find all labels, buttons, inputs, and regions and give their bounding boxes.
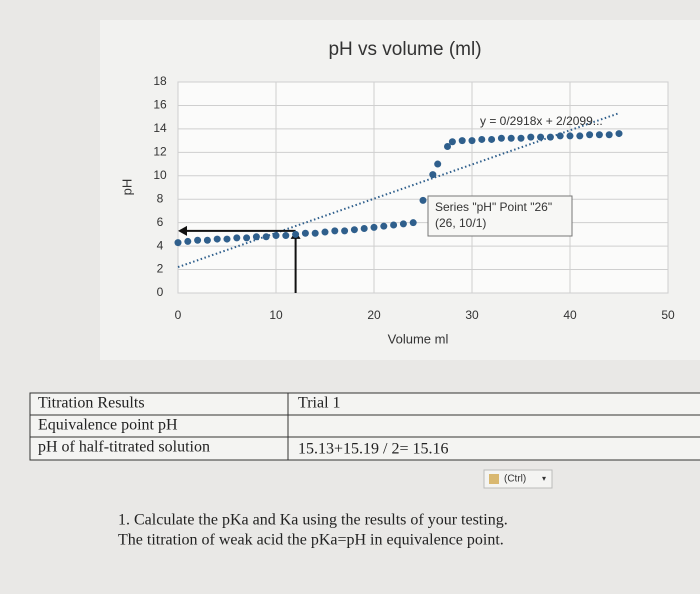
data-point	[203, 236, 211, 244]
data-point	[566, 132, 574, 140]
trendline-label: y = 0/2918x + 2/2099...	[480, 114, 603, 128]
data-point	[488, 135, 496, 143]
table-cell: 15.13+15.19 / 2= 15.16	[298, 441, 449, 458]
data-point	[390, 221, 398, 229]
y-axis-label: pH	[119, 179, 134, 196]
question-text: 1. Calculate the pKa and Ka using the re…	[118, 512, 508, 529]
data-point	[615, 130, 623, 138]
data-point	[194, 236, 202, 244]
data-point	[223, 235, 231, 243]
tooltip-text: Series "pH" Point "26"	[435, 200, 552, 214]
x-tick-label: 50	[661, 308, 675, 322]
data-point	[380, 222, 388, 230]
data-point	[419, 196, 427, 204]
data-point	[434, 160, 442, 168]
data-point	[458, 137, 466, 145]
data-point	[586, 131, 594, 139]
table-frame	[29, 392, 700, 461]
x-tick-label: 40	[563, 308, 577, 322]
y-tick-label: 16	[153, 98, 167, 112]
x-tick-label: 20	[367, 308, 381, 322]
data-point	[537, 133, 545, 141]
data-point	[605, 131, 613, 139]
y-tick-label: 0	[157, 285, 164, 299]
x-axis-label: Volume ml	[388, 331, 449, 346]
table-cell: pH of half-titrated solution	[38, 439, 210, 456]
data-point	[272, 232, 280, 240]
data-point	[595, 131, 603, 139]
y-tick-label: 18	[153, 74, 167, 88]
data-point	[497, 134, 505, 142]
data-point	[507, 134, 515, 142]
data-point	[341, 227, 349, 235]
data-point	[350, 226, 358, 234]
plot: 0 2 4 6 8 10 12 14 16 18 0 10 20 30 40 50	[153, 74, 675, 322]
paste-button-label[interactable]: (Ctrl)	[504, 474, 526, 485]
data-point	[233, 234, 241, 242]
paste-options-button[interactable]	[483, 469, 553, 489]
y-tick-label: 2	[157, 262, 164, 276]
y-tick-label: 6	[157, 215, 164, 229]
data-point	[282, 232, 290, 240]
data-point	[252, 233, 260, 241]
y-tick-label: 12	[153, 145, 167, 159]
data-point	[576, 132, 584, 140]
dropdown-arrow: ▾	[542, 474, 546, 483]
data-point	[468, 137, 476, 145]
data-point	[429, 171, 437, 179]
data-point	[517, 134, 525, 142]
data-point	[527, 133, 535, 141]
data-point	[262, 233, 270, 241]
tooltip-text: (26, 10/1)	[435, 216, 486, 230]
y-tick-label: 14	[153, 121, 167, 135]
y-tick-label: 8	[157, 191, 164, 205]
table-cell: Trial 1	[298, 395, 341, 412]
data-point	[546, 133, 554, 141]
x-tick-label: 10	[269, 308, 283, 322]
chart-title: pH vs volume (ml)	[328, 39, 481, 60]
data-point	[301, 229, 309, 237]
data-point	[311, 229, 319, 237]
data-point	[360, 225, 368, 233]
data-point	[213, 235, 221, 243]
y-tick-label: 10	[153, 168, 167, 182]
data-point	[478, 135, 486, 143]
data-point	[556, 132, 564, 140]
table-cell: Titration Results	[38, 395, 145, 412]
results-table: Titration Results Trial 1 Equivalence po…	[29, 392, 700, 461]
guide-arrowhead	[178, 225, 187, 236]
data-point	[409, 219, 417, 227]
trendline	[177, 112, 620, 269]
data-point	[184, 237, 192, 245]
table-cell: Equivalence point pH	[38, 417, 178, 434]
data-point	[321, 228, 329, 236]
tooltip-box	[427, 195, 573, 237]
x-tick-label: 30	[465, 308, 479, 322]
data-point	[174, 239, 182, 247]
data-point	[243, 234, 251, 242]
question-text: The titration of weak acid the pKa=pH in…	[118, 532, 504, 549]
data-point	[331, 227, 339, 235]
data-point	[292, 230, 300, 238]
data-point	[444, 142, 451, 150]
y-tick-label: 4	[157, 238, 164, 252]
data-point	[399, 220, 407, 228]
plot-area	[177, 81, 669, 294]
data-point	[370, 223, 378, 231]
x-tick-label: 0	[175, 308, 182, 322]
data-point	[448, 138, 456, 146]
paste-icon	[489, 474, 499, 484]
